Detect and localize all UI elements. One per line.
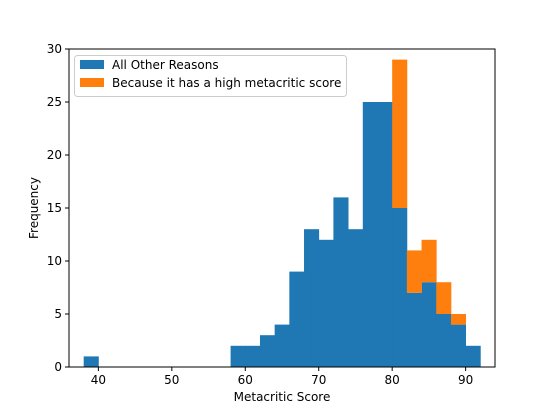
- x-tick-label-90: 90: [458, 373, 473, 387]
- x-tick-label-50: 50: [164, 373, 179, 387]
- bar-series1-bin-78: [377, 102, 393, 367]
- bar-series1-bin-90: [465, 345, 481, 367]
- y-tick-label-25: 25: [47, 95, 62, 109]
- bar-series1-bin-74: [348, 229, 364, 367]
- ticks-layer: 40 50 60 70 80 90 0 5 10 15 20 25 30: [47, 42, 474, 387]
- bar-series1-bin-86: [436, 314, 452, 367]
- bar-series1-bin-82: [406, 292, 422, 367]
- bar-series1-bin-80: [392, 208, 408, 367]
- bar-series2-bin-82: [406, 250, 422, 293]
- y-axis-label: Frequency: [27, 177, 41, 239]
- bar-series1-bin-84: [421, 282, 437, 367]
- legend-label-2: Because it has a high metacritic score: [112, 76, 341, 90]
- x-tick-label-40: 40: [91, 373, 106, 387]
- y-tick-label-10: 10: [47, 254, 62, 268]
- x-tick-label-80: 80: [385, 373, 400, 387]
- x-tick-label-60: 60: [238, 373, 253, 387]
- bar-series1-bin-60: [245, 345, 261, 367]
- bar-series1-bin-88: [450, 324, 467, 367]
- bar-series1-bin-38: [83, 356, 99, 367]
- bar-series1-bin-72: [333, 197, 349, 367]
- bar-series2-bin-84: [421, 239, 437, 283]
- y-tick-label-30: 30: [47, 42, 62, 56]
- legend-label-1: All Other Reasons: [112, 58, 219, 72]
- x-axis-label: Metacritic Score: [234, 390, 331, 404]
- x-tick-label-70: 70: [311, 373, 326, 387]
- bar-series1-bin-68: [304, 229, 320, 367]
- bar-series1-bin-76: [362, 102, 378, 367]
- legend-swatch-2: [80, 78, 104, 87]
- y-tick-label-15: 15: [47, 201, 62, 215]
- legend-swatch-1: [80, 60, 104, 69]
- bar-series1-bin-58: [230, 345, 246, 367]
- bar-series2-bin-86: [436, 282, 452, 314]
- bar-series2-bin-80: [392, 59, 408, 208]
- y-tick-label-20: 20: [47, 148, 62, 162]
- bar-series1-bin-66: [289, 271, 305, 367]
- bar-series1-bin-64: [274, 324, 290, 367]
- bar-series2-bin-88: [450, 314, 467, 325]
- bar-series1-bin-62: [259, 335, 276, 367]
- bars-layer: [83, 59, 481, 367]
- legend-box: [74, 55, 347, 97]
- y-tick-label-5: 5: [54, 307, 62, 321]
- legend: All Other Reasons Because it has a high m…: [74, 55, 347, 97]
- bar-series1-bin-70: [318, 239, 334, 367]
- y-tick-label-0: 0: [54, 360, 62, 374]
